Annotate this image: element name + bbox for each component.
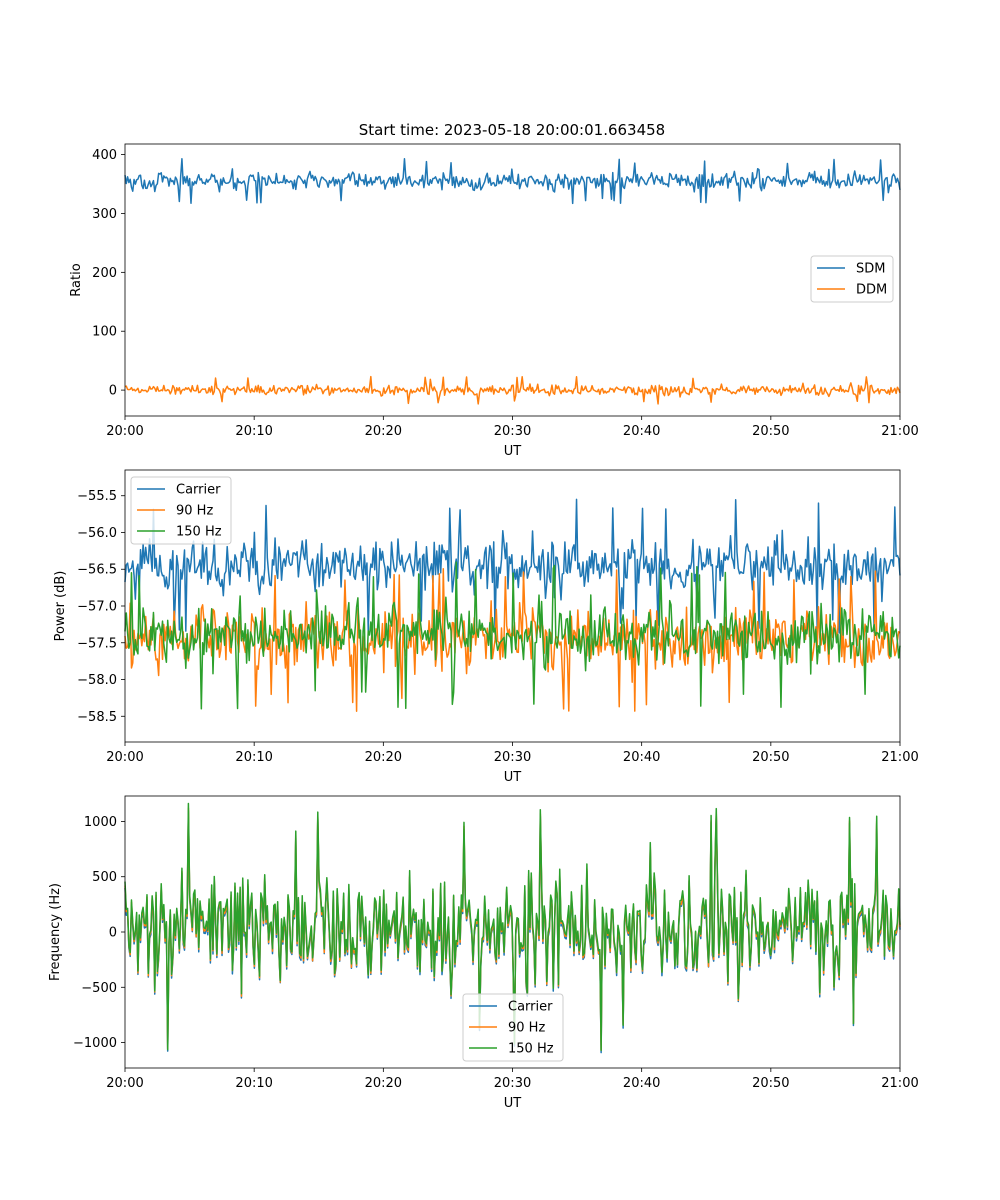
legend: Carrier 90 Hz 150 Hz xyxy=(462,993,564,1062)
legend-label: 150 Hz xyxy=(176,525,222,540)
x-tick-label: 20:50 xyxy=(752,1076,789,1091)
legend-label: 90 Hz xyxy=(176,504,213,519)
y-tick-label: 200 xyxy=(92,266,117,281)
x-tick-label: 20:50 xyxy=(752,424,789,439)
x-tick-label: 21:00 xyxy=(881,1076,918,1091)
chart-panel-2: 20:00 20:10 20:20 20:30 20:40 20:50 21:00 −58.5… xyxy=(53,469,919,785)
plot-area xyxy=(125,144,900,416)
series-line-150-hz xyxy=(124,802,901,1052)
legend-label: DDM xyxy=(856,283,887,298)
x-tick-label: 20:10 xyxy=(235,750,272,765)
x-tick-label: 20:40 xyxy=(623,424,660,439)
legend-label: Carrier xyxy=(508,1000,553,1015)
y-tick-label: −57.0 xyxy=(77,600,117,615)
series-line-150-hz xyxy=(124,561,901,710)
y-axis-label: Frequency (Hz) xyxy=(48,883,63,981)
series-line-carrier xyxy=(124,498,901,635)
x-tick-label: 20:30 xyxy=(494,750,531,765)
x-tick-label: 20:20 xyxy=(365,1076,402,1091)
y-tick-label: −56.0 xyxy=(77,526,117,541)
x-axis-label: UT xyxy=(504,770,522,785)
x-tick-label: 20:00 xyxy=(106,750,143,765)
x-tick-label: 21:00 xyxy=(881,750,918,765)
legend-label: 90 Hz xyxy=(508,1021,545,1036)
y-axis-label: Ratio xyxy=(69,263,84,296)
x-tick-label: 20:20 xyxy=(365,424,402,439)
y-tick-label: 400 xyxy=(92,148,117,163)
legend: SDM DDM xyxy=(810,255,894,303)
y-tick-label: 500 xyxy=(92,870,117,885)
x-tick-label: 20:30 xyxy=(494,1076,531,1091)
legend-box xyxy=(462,993,564,1062)
x-tick-label: 20:40 xyxy=(623,1076,660,1091)
x-axis-label: UT xyxy=(504,444,522,459)
y-tick-label: −1000 xyxy=(73,1036,117,1051)
x-tick-label: 20:00 xyxy=(106,1076,143,1091)
x-tick-label: 20:50 xyxy=(752,750,789,765)
x-tick-label: 20:10 xyxy=(235,1076,272,1091)
x-axis-label: UT xyxy=(504,1096,522,1111)
legend: Carrier 90 Hz 150 Hz xyxy=(130,476,232,545)
legend-label: SDM xyxy=(856,262,885,277)
y-tick-label: −500 xyxy=(81,981,117,996)
figure-title: Start time: 2023-05-18 20:00:01.663458 xyxy=(359,121,665,139)
legend-label: 150 Hz xyxy=(508,1042,554,1057)
series-line-ddm xyxy=(124,375,901,405)
y-tick-label: 0 xyxy=(109,384,117,399)
y-tick-label: 1000 xyxy=(84,815,117,830)
chart-panel-3: 20:00 20:10 20:20 20:30 20:40 20:50 21:00 −1000… xyxy=(48,795,919,1111)
x-tick-label: 20:30 xyxy=(494,424,531,439)
y-tick-label: −56.5 xyxy=(77,563,117,578)
y-tick-label: −58.0 xyxy=(77,673,117,688)
x-tick-label: 21:00 xyxy=(881,424,918,439)
x-tick-label: 20:10 xyxy=(235,424,272,439)
y-tick-label: 300 xyxy=(92,207,117,222)
y-tick-label: −57.5 xyxy=(77,636,117,651)
legend-box xyxy=(130,476,232,545)
chart-panel-1: 20:00 20:10 20:20 20:30 20:40 20:50 21:00 0 100 2… xyxy=(69,143,919,459)
y-tick-label: −58.5 xyxy=(77,710,117,725)
y-axis-label: Power (dB) xyxy=(53,571,68,642)
y-tick-label: −55.5 xyxy=(77,489,117,504)
series-line-sdm xyxy=(124,158,901,205)
x-tick-label: 20:20 xyxy=(365,750,402,765)
legend-label: Carrier xyxy=(176,483,221,498)
y-tick-label: 100 xyxy=(92,325,117,340)
x-tick-label: 20:40 xyxy=(623,750,660,765)
x-tick-label: 20:00 xyxy=(106,424,143,439)
y-tick-label: 0 xyxy=(109,926,117,941)
